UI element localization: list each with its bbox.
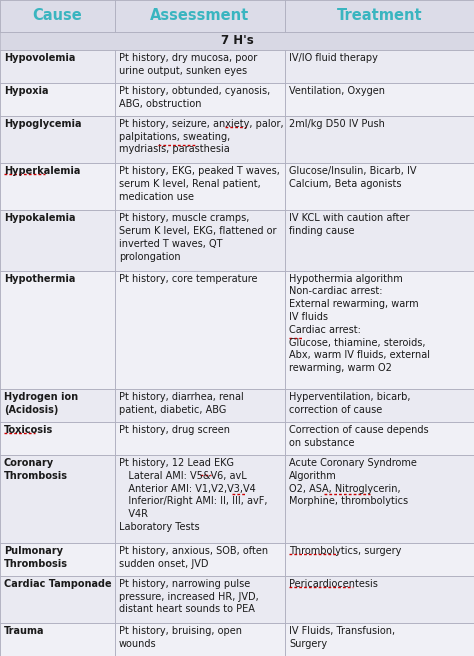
Bar: [115, 116, 285, 163]
Bar: [285, 623, 474, 656]
Bar: [0, 422, 115, 455]
Text: Pt history, seizure, anxiety, palor,
palpitations, sweating,
mydriasis, parasthe: Pt history, seizure, anxiety, palor, pal…: [119, 119, 283, 154]
Text: Pt history, drug screen: Pt history, drug screen: [119, 425, 230, 435]
Bar: [115, 422, 285, 455]
Text: Hydrogen ion
(Acidosis): Hydrogen ion (Acidosis): [4, 392, 78, 415]
Text: Pericardiocentesis: Pericardiocentesis: [289, 579, 378, 589]
Bar: [0, 455, 115, 543]
Bar: [0, 32, 474, 50]
Text: Hypothermia algorithm
Non-cardiac arrest:
External rewarming, warm
IV fluids
Car: Hypothermia algorithm Non-cardiac arrest…: [289, 274, 430, 373]
Text: Correction of cause depends
on substance: Correction of cause depends on substance: [289, 425, 428, 448]
Bar: [285, 422, 474, 455]
Text: Acute Coronary Syndrome
Algorithm
O2, ASA, Nitroglycerin,
Morphine, thrombolytic: Acute Coronary Syndrome Algorithm O2, AS…: [289, 458, 417, 506]
Bar: [115, 271, 285, 389]
Bar: [285, 576, 474, 623]
Text: Hypokalemia: Hypokalemia: [4, 213, 75, 223]
Bar: [0, 116, 115, 163]
Text: Pt history, anxious, SOB, often
sudden onset, JVD: Pt history, anxious, SOB, often sudden o…: [119, 546, 268, 569]
Text: Hypothermia: Hypothermia: [4, 274, 75, 283]
Bar: [285, 543, 474, 576]
Text: Pt history, core temperature: Pt history, core temperature: [119, 274, 257, 283]
Text: Glucose/Insulin, Bicarb, IV
Calcium, Beta agonists: Glucose/Insulin, Bicarb, IV Calcium, Bet…: [289, 166, 417, 189]
Text: Hypoxia: Hypoxia: [4, 86, 48, 96]
Text: Pt history, muscle cramps,
Serum K level, EKG, flattened or
inverted T waves, QT: Pt history, muscle cramps, Serum K level…: [119, 213, 276, 262]
Text: Pt history, EKG, peaked T waves,
serum K level, Renal patient,
medication use: Pt history, EKG, peaked T waves, serum K…: [119, 166, 280, 201]
Text: Cardiac Tamponade: Cardiac Tamponade: [4, 579, 111, 589]
Text: Ventilation, Oxygen: Ventilation, Oxygen: [289, 86, 385, 96]
Text: Trauma: Trauma: [4, 626, 45, 636]
Text: IV Fluids, Transfusion,
Surgery: IV Fluids, Transfusion, Surgery: [289, 626, 395, 649]
Text: Thrombolytics, surgery: Thrombolytics, surgery: [289, 546, 401, 556]
Bar: [285, 83, 474, 116]
Text: Hypovolemia: Hypovolemia: [4, 53, 75, 63]
Text: Pt history, dry mucosa, poor
urine output, sunken eyes: Pt history, dry mucosa, poor urine outpu…: [119, 53, 257, 76]
Text: Hyperkalemia: Hyperkalemia: [4, 166, 81, 176]
Bar: [0, 389, 115, 422]
Text: Pt history, narrowing pulse
pressure, increased HR, JVD,
distant heart sounds to: Pt history, narrowing pulse pressure, in…: [119, 579, 259, 615]
Text: Cause: Cause: [33, 9, 82, 24]
Bar: [115, 623, 285, 656]
Bar: [285, 455, 474, 543]
Bar: [0, 211, 115, 271]
Bar: [0, 163, 115, 211]
Bar: [285, 0, 474, 32]
Text: Assessment: Assessment: [150, 9, 250, 24]
Text: Treatment: Treatment: [337, 9, 422, 24]
Text: Coronary
Thrombosis: Coronary Thrombosis: [4, 458, 68, 481]
Bar: [115, 389, 285, 422]
Bar: [285, 50, 474, 83]
Bar: [115, 455, 285, 543]
Bar: [0, 271, 115, 389]
Bar: [115, 163, 285, 211]
Bar: [0, 83, 115, 116]
Bar: [115, 543, 285, 576]
Text: Pt history, bruising, open
wounds: Pt history, bruising, open wounds: [119, 626, 242, 649]
Text: Pt history, obtunded, cyanosis,
ABG, obstruction: Pt history, obtunded, cyanosis, ABG, obs…: [119, 86, 270, 109]
Bar: [285, 389, 474, 422]
Text: Hyperventilation, bicarb,
correction of cause: Hyperventilation, bicarb, correction of …: [289, 392, 410, 415]
Bar: [0, 543, 115, 576]
Bar: [0, 623, 115, 656]
Text: 2ml/kg D50 IV Push: 2ml/kg D50 IV Push: [289, 119, 385, 129]
Bar: [285, 271, 474, 389]
Text: IV KCL with caution after
finding cause: IV KCL with caution after finding cause: [289, 213, 410, 236]
Bar: [285, 116, 474, 163]
Text: Toxicosis: Toxicosis: [4, 425, 53, 435]
Bar: [285, 163, 474, 211]
Bar: [115, 0, 285, 32]
Bar: [0, 0, 115, 32]
Bar: [285, 211, 474, 271]
Bar: [0, 50, 115, 83]
Bar: [115, 211, 285, 271]
Text: Pt history, diarrhea, renal
patient, diabetic, ABG: Pt history, diarrhea, renal patient, dia…: [119, 392, 244, 415]
Bar: [115, 83, 285, 116]
Text: Pulmonary
Thrombosis: Pulmonary Thrombosis: [4, 546, 68, 569]
Text: Pt history, 12 Lead EKG
   Lateral AMI: V5&V6, avL
   Anterior AMI: V1,V2,V3,V4
: Pt history, 12 Lead EKG Lateral AMI: V5&…: [119, 458, 267, 532]
Text: Hypoglycemia: Hypoglycemia: [4, 119, 82, 129]
Text: IV/IO fluid therapy: IV/IO fluid therapy: [289, 53, 378, 63]
Text: 7 H's: 7 H's: [220, 35, 254, 47]
Bar: [0, 576, 115, 623]
Bar: [115, 576, 285, 623]
Bar: [115, 50, 285, 83]
